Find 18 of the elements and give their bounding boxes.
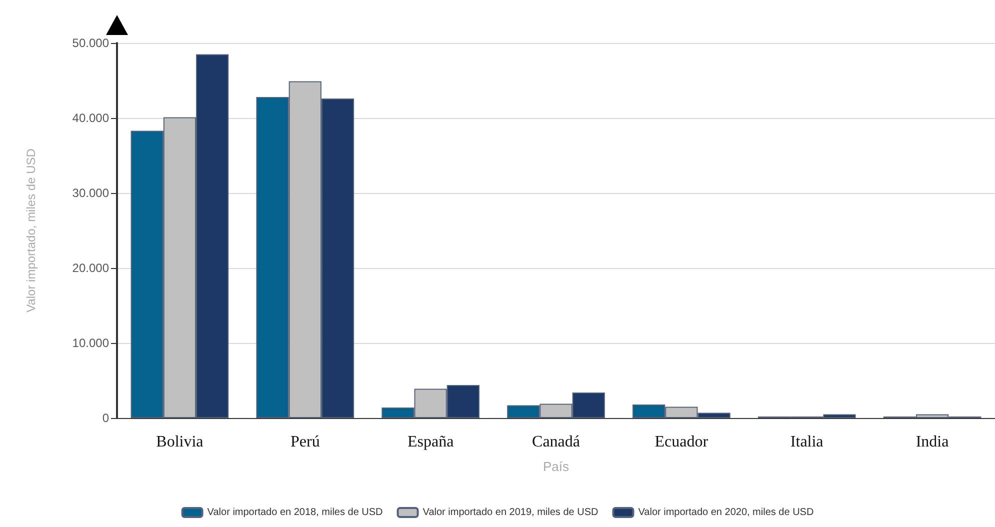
x-axis-title: País [542,459,570,474]
legend-label: Valor importado en 2018, miles de USD [207,507,383,518]
y-tick-label: 10.000 [72,336,110,350]
legend-label: Valor importado en 2019, miles de USD [422,507,598,518]
x-tick-label: Italia [790,434,824,450]
x-tick-label: Bolivia [156,434,204,450]
y-tick-label: 20.000 [72,261,110,275]
y-tick-label: 40.000 [72,111,110,125]
y-tick-label: 0 [102,411,110,425]
y-axis-title: Valor importado, miles de USD [24,148,38,312]
y-tick-label: 50.000 [72,36,110,50]
x-tick-label: Perú [290,434,320,450]
x-tick-label: India [916,434,949,450]
legend-label: Valor importado en 2020, miles de USD [638,507,814,518]
x-tick-label: España [407,434,454,450]
x-tick-label: Canadá [532,434,580,450]
y-tick-label: 30.000 [72,186,110,200]
x-tick-label: Ecuador [654,434,709,450]
